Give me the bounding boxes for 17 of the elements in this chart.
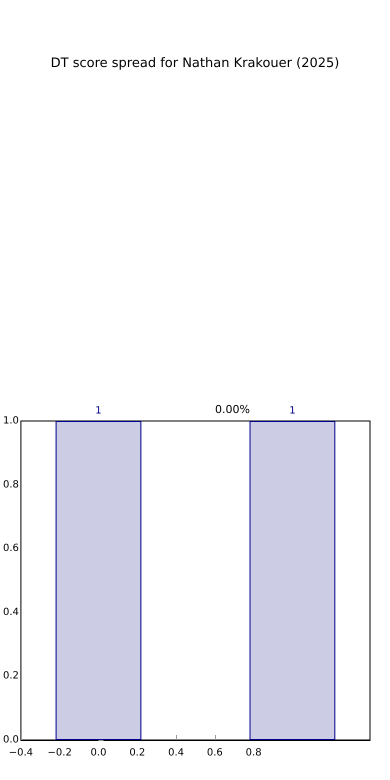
x-tick-label: 0.8 — [246, 748, 262, 758]
y-tick-label: 0.8 — [2, 479, 19, 490]
data-label: 1 — [289, 406, 296, 416]
y-tick-label: 0.4 — [2, 606, 19, 618]
text: 0.00% — [215, 403, 250, 416]
x-tick-label: −0.4 — [8, 748, 34, 758]
x-tick-label: 0.2 — [129, 748, 146, 758]
x-tick-label: 0.4 — [168, 748, 184, 758]
y-tick-label: 1.0 — [2, 416, 19, 426]
x-tick-label: 0.0 — [90, 748, 106, 758]
y-tick-label: 0.2 — [2, 670, 19, 682]
data-label: 1 — [95, 406, 102, 416]
y-tick-label: 0.6 — [2, 543, 19, 554]
y-tick-label: 0.0 — [2, 734, 19, 746]
x-tick-label: −0.2 — [48, 748, 72, 758]
x-tick-label: 0.6 — [206, 748, 223, 758]
chart-title: DT score spread for Nathan Krakouer (2025) — [50, 56, 340, 71]
